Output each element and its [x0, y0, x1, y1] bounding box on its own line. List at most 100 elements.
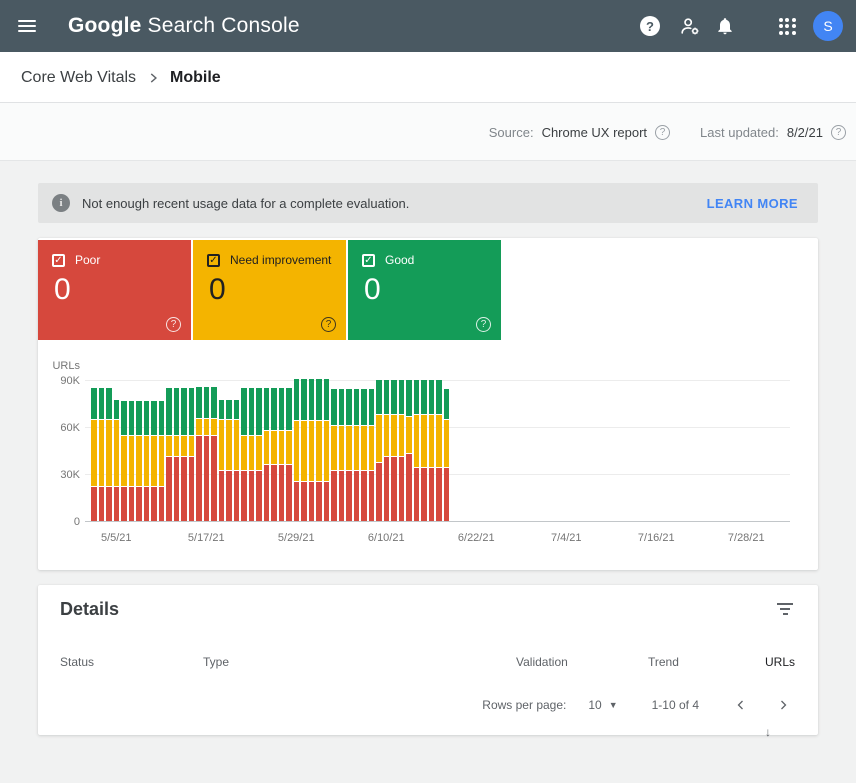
card-help-icon[interactable]	[166, 317, 181, 332]
stacked-bar-day-29[interactable]	[301, 379, 307, 521]
details-title: Details	[60, 599, 120, 619]
stacked-bar-day-16[interactable]	[203, 387, 209, 521]
stacked-bar-day-48[interactable]	[443, 389, 449, 521]
segment-need-improvement	[121, 436, 127, 486]
status-card-poor[interactable]: Poor 0	[38, 240, 191, 340]
stacked-bar-day-9[interactable]	[151, 401, 157, 521]
segment-poor	[166, 457, 172, 521]
stacked-bar-day-41[interactable]	[391, 380, 397, 521]
segment-poor	[383, 457, 389, 521]
stacked-bar-day-6[interactable]	[128, 401, 134, 521]
stacked-bar-day-10[interactable]	[158, 401, 164, 521]
segment-good	[376, 380, 382, 414]
apps-grid-icon[interactable]	[775, 14, 799, 38]
stacked-bar-day-37[interactable]	[361, 389, 367, 521]
stacked-bar-day-23[interactable]	[256, 388, 262, 521]
stacked-bar-day-5[interactable]	[121, 401, 127, 521]
checked-checkbox-icon	[207, 253, 220, 267]
learn-more-link[interactable]: LEARN MORE	[706, 195, 798, 211]
stacked-bar-day-40[interactable]	[383, 380, 389, 521]
stacked-bar-chart	[85, 379, 790, 522]
segment-poor	[361, 471, 367, 521]
card-help-icon[interactable]	[476, 317, 491, 332]
stacked-bar-day-12[interactable]	[173, 388, 179, 521]
stacked-bar-day-2[interactable]	[98, 388, 104, 521]
segment-good	[368, 389, 374, 425]
stacked-bar-day-3[interactable]	[106, 388, 112, 521]
stacked-bar-day-47[interactable]	[436, 380, 442, 521]
person-gear-icon	[681, 18, 699, 35]
y-tick-90K: 90K	[60, 375, 80, 387]
stacked-bar-day-22[interactable]	[248, 388, 254, 521]
stacked-bar-day-42[interactable]	[398, 380, 404, 521]
segment-need-improvement	[248, 436, 254, 470]
stacked-bar-day-21[interactable]	[241, 388, 247, 521]
stacked-bar-day-38[interactable]	[368, 389, 374, 521]
manage-users-icon[interactable]	[678, 14, 702, 38]
stacked-bar-day-34[interactable]	[338, 389, 344, 521]
stacked-bar-day-19[interactable]	[226, 400, 232, 521]
segment-good	[263, 388, 269, 430]
segment-poor	[91, 487, 97, 521]
stacked-bar-day-46[interactable]	[428, 380, 434, 521]
stacked-bar-day-30[interactable]	[308, 379, 314, 521]
segment-poor	[106, 487, 112, 521]
stacked-bar-day-44[interactable]	[413, 380, 419, 521]
stacked-bar-day-39[interactable]	[376, 380, 382, 521]
stacked-bar-day-45[interactable]	[421, 380, 427, 521]
segment-good	[436, 380, 442, 414]
last-updated-help-icon[interactable]	[831, 124, 846, 140]
card-help-icon[interactable]	[321, 317, 336, 332]
segment-need-improvement	[113, 420, 119, 486]
column-header-validation: Validation	[516, 655, 568, 669]
segment-poor	[158, 487, 164, 521]
stacked-bar-day-28[interactable]	[293, 379, 299, 521]
breadcrumb-bar: Core Web Vitals Mobile EXPORT	[0, 52, 856, 148]
segment-good	[398, 380, 404, 414]
status-card-good[interactable]: Good 0	[348, 240, 501, 340]
segment-good	[98, 388, 104, 419]
filter-list-icon[interactable]	[776, 603, 794, 617]
stacked-bar-day-25[interactable]	[271, 388, 277, 521]
stacked-bar-day-11[interactable]	[166, 388, 172, 521]
breadcrumb-core-web-vitals[interactable]: Core Web Vitals	[21, 68, 137, 86]
stacked-bar-day-32[interactable]	[323, 379, 329, 521]
pagination: Rows per page: 10 ▼ 1-10 of 4	[482, 695, 795, 715]
app-logo[interactable]: Google Search Console	[68, 0, 300, 52]
stacked-bar-day-4[interactable]	[113, 400, 119, 521]
next-page-button[interactable]	[771, 699, 795, 711]
stacked-bar-day-35[interactable]	[346, 389, 352, 521]
segment-poor	[226, 471, 232, 521]
stacked-bar-day-14[interactable]	[188, 388, 194, 521]
stacked-bar-day-8[interactable]	[143, 401, 149, 521]
stacked-bar-day-13[interactable]	[181, 388, 187, 521]
stacked-bar-day-36[interactable]	[353, 389, 359, 521]
column-header-urls[interactable]: ↓ URLs	[764, 655, 795, 739]
stacked-bar-day-15[interactable]	[196, 387, 202, 521]
segment-need-improvement	[323, 421, 329, 481]
segment-good	[166, 388, 172, 435]
help-icon[interactable]	[638, 14, 662, 38]
status-cards-row: Poor 0 Need improvement 0 Good 0	[38, 240, 501, 340]
stacked-bar-day-17[interactable]	[211, 387, 217, 521]
source-help-icon[interactable]	[655, 124, 671, 140]
stacked-bar-day-24[interactable]	[263, 388, 269, 521]
previous-page-button[interactable]	[729, 699, 753, 711]
segment-need-improvement	[203, 419, 209, 435]
menu-icon[interactable]	[18, 15, 42, 37]
stacked-bar-day-1[interactable]	[91, 388, 97, 521]
avatar[interactable]: S	[813, 11, 843, 41]
stacked-bar-day-31[interactable]	[316, 379, 322, 521]
stacked-bar-day-18[interactable]	[218, 400, 224, 521]
segment-need-improvement	[91, 420, 97, 486]
stacked-bar-day-20[interactable]	[233, 400, 239, 521]
stacked-bar-day-27[interactable]	[286, 388, 292, 521]
stacked-bar-day-26[interactable]	[278, 388, 284, 521]
stacked-bar-day-43[interactable]	[406, 380, 412, 521]
segment-good	[338, 389, 344, 425]
stacked-bar-day-33[interactable]	[331, 389, 337, 521]
rows-per-page-dropdown[interactable]: 10 ▼	[588, 698, 617, 712]
status-card-need-improvement[interactable]: Need improvement 0	[193, 240, 346, 340]
stacked-bar-day-7[interactable]	[136, 401, 142, 521]
notifications-bell-icon[interactable]	[713, 14, 737, 38]
